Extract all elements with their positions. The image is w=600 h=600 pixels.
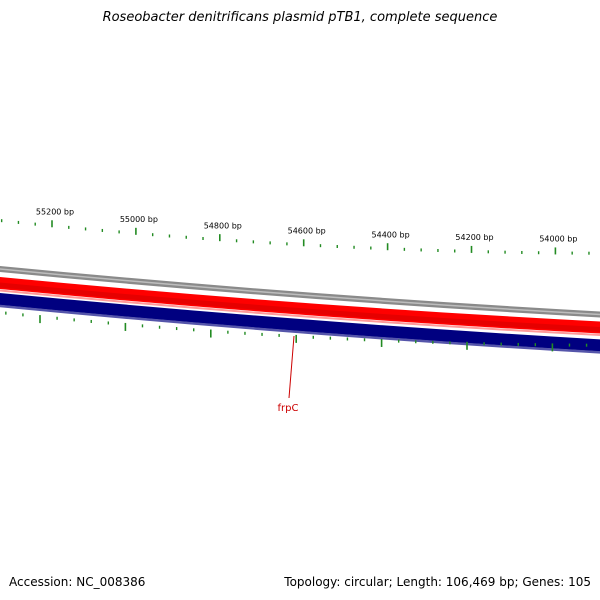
backbone-highlight [0,268,600,316]
position-label: 55000 bp [120,215,158,224]
sequence-summary: Topology: circular; Length: 106,469 bp; … [284,575,591,589]
reverse-strand-band [0,292,600,352]
position-label: 54800 bp [204,221,242,230]
reverse-strand-edge [0,304,600,354]
position-label: 54200 bp [455,233,493,242]
position-labels: 55200 bp 55000 bp 54800 bp 54600 bp 54400 bp… [36,208,578,244]
position-label: 54400 bp [372,230,410,239]
outer-position-ticks [0,219,590,255]
gene-label-frpc[interactable]: frpC [278,403,299,414]
gene-pointer-line [288,335,295,399]
forward-strand-edge [0,289,600,336]
position-label: 54000 bp [539,234,577,243]
map-title: Roseobacter denitrificans plasmid pTB1, … [102,10,498,25]
forward-strand-inner [0,282,600,332]
accession-label: Accession: NC_008386 [9,575,146,589]
position-label: 55200 bp [36,208,74,217]
position-label: 54600 bp [288,226,326,235]
inner-position-ticks [5,311,588,352]
